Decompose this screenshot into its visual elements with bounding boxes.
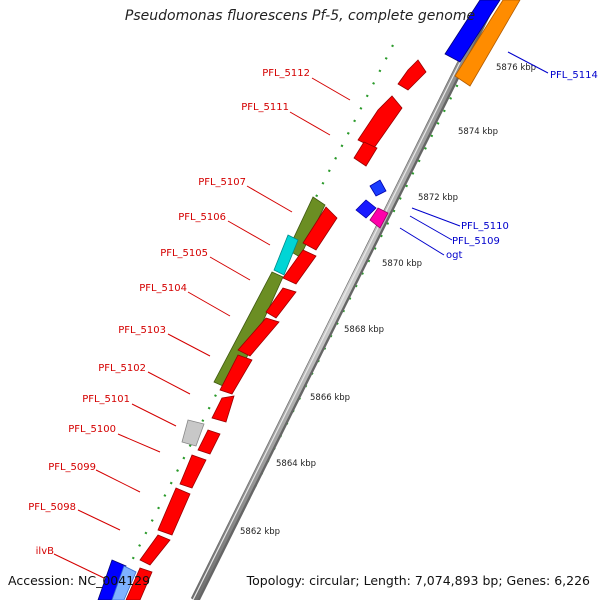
forward-strand-genes [355,0,521,229]
gene-pfl-5105[interactable] [213,271,284,391]
gene-red-g[interactable] [197,429,221,455]
gene-label-pfl-5104[interactable]: PFL_5104 [139,283,187,294]
gene-pfl-5111[interactable] [357,95,403,149]
scale-label: 5862 kbp [240,527,280,537]
gene-red-c[interactable] [265,287,297,319]
gene-label-pfl-5114[interactable]: PFL_5114 [550,70,598,81]
right-gene-labels: PFL_5114 PFL_5110 PFL_5109 ogt [399,51,598,261]
gene-label-pfl-5105[interactable]: PFL_5105 [160,248,208,259]
scale-label: 5866 kbp [310,393,350,403]
scale-labels: 5876 kbp 5874 kbp 5872 kbp 5870 kbp 5868… [240,63,536,537]
gene-red-f[interactable] [211,395,235,423]
outer-tick-ring [111,44,394,600]
gene-label-pfl-5110[interactable]: PFL_5110 [461,221,509,232]
scale-label: 5874 kbp [458,127,498,137]
gene-label-pfl-5101[interactable]: PFL_5101 [82,394,130,405]
accession-label: Accession: NC_004129 [8,573,151,588]
gene-label-pfl-5100[interactable]: PFL_5100 [68,424,116,435]
gene-pfl-5114-orange[interactable] [454,0,521,87]
gene-pfl-5112[interactable] [397,59,427,91]
gene-label-pfl-5107[interactable]: PFL_5107 [198,177,246,188]
genome-backbone [190,0,498,600]
gene-pfl-5110-left[interactable] [353,141,378,167]
scale-label: 5868 kbp [344,325,384,335]
gene-pfl-5106[interactable] [273,234,299,276]
scale-label: 5870 kbp [382,259,422,269]
gene-label-pfl-5098[interactable]: PFL_5098 [28,502,76,513]
genome-summary: Topology: circular; Length: 7,074,893 bp… [246,573,590,588]
gene-label-pfl-5109[interactable]: PFL_5109 [452,236,500,247]
gene-red-j[interactable] [139,534,171,566]
gene-red-k[interactable] [125,567,153,600]
gene-label-pfl-5103[interactable]: PFL_5103 [118,325,166,336]
scale-label: 5876 kbp [496,63,536,73]
scale-label: 5864 kbp [276,459,316,469]
gene-ogt[interactable] [369,207,389,229]
gene-ilvb-light[interactable] [111,565,137,600]
gene-label-pfl-5099[interactable]: PFL_5099 [48,462,96,473]
gene-grey[interactable] [181,419,205,447]
gene-label-pfl-5112[interactable]: PFL_5112 [262,68,310,79]
gene-label-ilvb[interactable]: ilvB [36,546,54,557]
reverse-strand-genes [97,59,427,600]
gene-pfl-5114-blue[interactable] [444,0,501,63]
scale-label: 5872 kbp [418,193,458,203]
gene-red-b[interactable] [282,249,317,285]
gene-label-pfl-5106[interactable]: PFL_5106 [178,212,226,223]
gene-label-ogt[interactable]: ogt [446,250,462,261]
gene-red-a[interactable] [302,206,338,251]
gene-pfl-5110[interactable] [369,179,387,197]
gene-ilvb-blue[interactable] [97,559,127,600]
gene-red-e[interactable] [219,354,253,395]
gene-red-i[interactable] [157,487,191,536]
left-gene-labels: PFL_5112 PFL_5111 PFL_5107 PFL_5106 PFL_… [28,68,351,579]
gene-label-pfl-5111[interactable]: PFL_5111 [241,102,289,113]
gene-pfl-5109[interactable] [355,199,377,219]
gene-red-h[interactable] [179,454,207,489]
genome-title: Pseudomonas fluorescens Pf-5, complete g… [124,8,476,24]
gene-label-pfl-5102[interactable]: PFL_5102 [98,363,146,374]
gene-red-d[interactable] [237,317,280,357]
